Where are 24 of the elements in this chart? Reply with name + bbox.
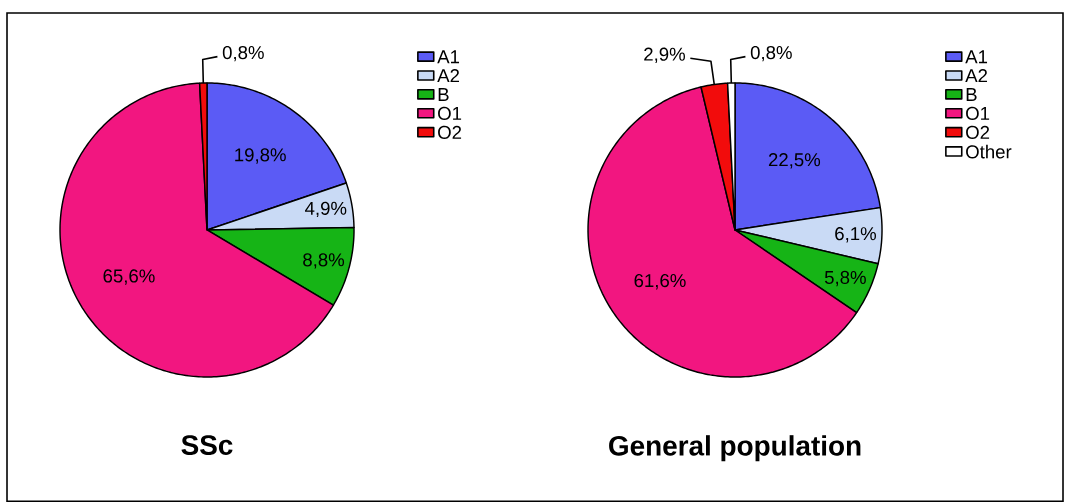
legend-label: O1: [966, 106, 990, 121]
legend-label: B: [438, 88, 449, 101]
data-label: 5,8%: [824, 270, 866, 287]
legend-label: A1: [437, 50, 460, 64]
data-label: 4,9%: [305, 201, 347, 218]
data-label: 65,6%: [103, 269, 155, 285]
data-label: 61,6%: [634, 274, 686, 290]
legend-label: O1: [438, 106, 462, 121]
data-label: 2,9%: [644, 47, 685, 63]
data-label: 19,8%: [235, 148, 286, 164]
data-label: 0,8%: [750, 45, 792, 62]
text: SSc: [181, 435, 233, 455]
data-label: 6,1%: [835, 227, 876, 243]
legend-label: A2: [437, 69, 460, 83]
legend-label: A2: [965, 69, 988, 83]
legend-label: O2: [966, 125, 990, 139]
legend-label: B: [966, 88, 977, 101]
data-label: 22,5%: [768, 153, 821, 169]
data-label: 8,8%: [303, 253, 345, 269]
legend-label: Other: [966, 144, 1012, 159]
data-label: 0,8%: [222, 45, 264, 62]
legend-label: A1: [965, 50, 988, 64]
legend-label: O2: [438, 125, 462, 139]
text: General population: [609, 435, 861, 462]
